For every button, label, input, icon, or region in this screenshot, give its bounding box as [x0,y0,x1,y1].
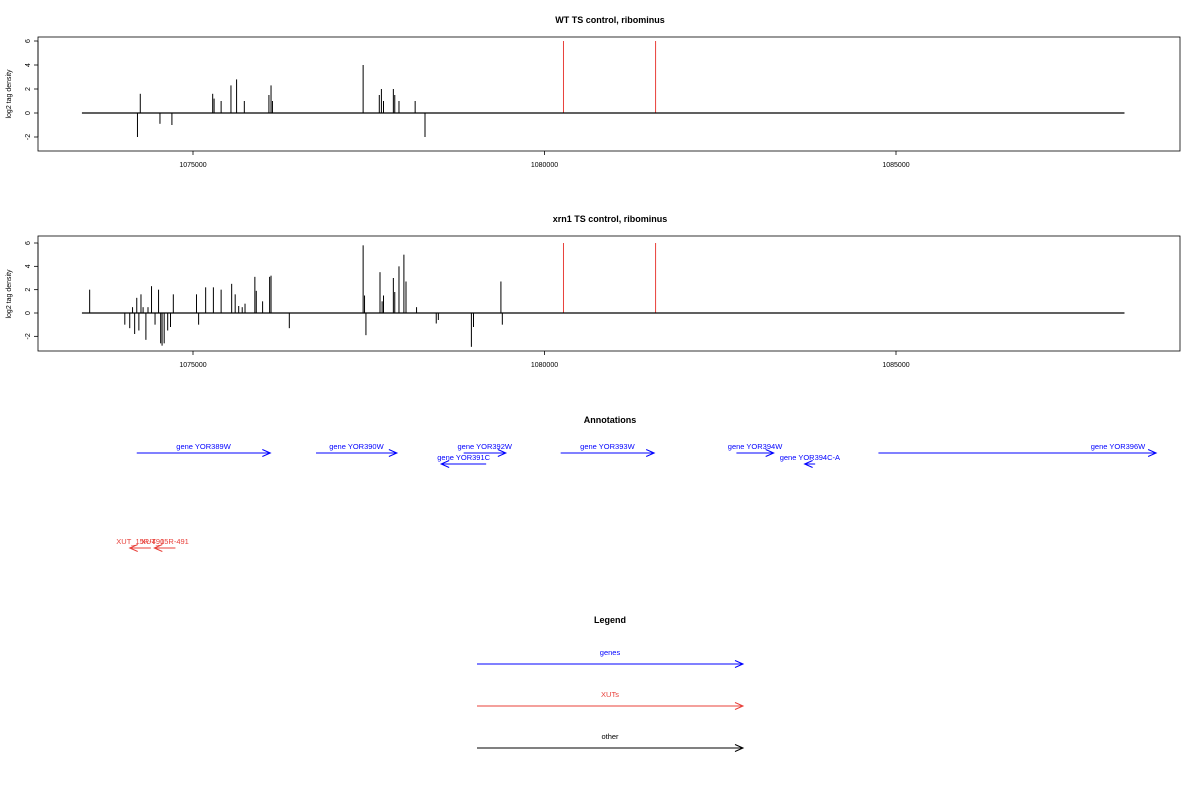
arrow-head [734,744,745,752]
arrow-head [439,460,450,468]
annotations-title: Annotations [584,415,637,425]
feature-label: gene YOR396W [1091,442,1146,451]
feature-label: gene YOR392W [458,442,513,451]
y-tick-label: 4 [25,63,32,67]
annotation-feature: gene YOR394W [728,442,783,457]
x-tick-label: 1075000 [179,162,206,169]
arrow-head [128,544,138,552]
panel-title-xrn1: xrn1 TS control, ribominus [553,214,668,224]
density-bars-xrn1 [81,243,1125,347]
y-tick-label: 0 [25,111,32,115]
density-bars-wt [81,41,1125,137]
annotation-feature: XUT_15R-491 [141,537,189,552]
legend-items: genes XUTs other [477,648,745,752]
annotation-feature: gene YOR396W [878,442,1158,457]
x-axis-wt: 1075000 1080000 1085000 [179,151,910,169]
y-tick-label: 2 [25,288,32,292]
legend-item: XUTs [477,690,745,710]
annotation-feature: gene YOR390W [316,442,399,457]
legend-item-label: XUTs [601,690,619,699]
y-axis-wt: -2 0 2 4 6 [25,39,39,140]
arrow-head [645,449,656,457]
y-tick-label: 0 [25,311,32,315]
y-axis-label-wt: log2 tag density [6,69,13,119]
annotation-feature: XUT_15R-490 [116,537,164,552]
arrow-head [153,544,163,552]
feature-label: gene YOR390W [329,442,384,451]
annotation-features: gene YOR389W gene YOR390W gene YOR392W gene… [116,442,1158,552]
track-panel-wt: WT TS control, ribominus log2 tag densit… [6,15,1181,169]
y-tick-label: -2 [25,333,32,339]
legend-item: genes [477,648,745,668]
feature-label: gene YOR391C [437,453,490,462]
arrow-head [497,449,508,457]
legend: Legend genes XUTs other [477,615,745,752]
legend-item: other [477,732,745,752]
y-tick-label: 6 [25,39,32,43]
arrow-head [803,460,813,468]
arrow-head [734,702,745,710]
y-axis-xrn1: -2 0 2 4 6 [25,241,39,339]
feature-label: gene YOR389W [176,442,231,451]
feature-label: gene YOR394C-A [780,453,840,462]
y-tick-label: 2 [25,87,32,91]
legend-title: Legend [594,615,626,625]
arrow-head [1147,449,1158,457]
y-tick-label: 4 [25,264,32,268]
feature-label: gene YOR394W [728,442,783,451]
x-tick-label: 1085000 [882,162,909,169]
x-tick-label: 1075000 [179,362,206,369]
y-tick-label: -2 [25,134,32,140]
x-axis-xrn1: 1075000 1080000 1085000 [179,351,910,369]
annotation-feature: gene YOR389W [136,442,272,457]
track-panel-xrn1: xrn1 TS control, ribominus log2 tag dens… [6,214,1181,369]
panel-title-wt: WT TS control, ribominus [555,15,665,25]
annotation-feature: gene YOR393W [560,442,656,457]
x-tick-label: 1080000 [531,162,558,169]
feature-label: XUT_15R-491 [141,537,189,546]
y-axis-label-xrn1: log2 tag density [6,269,13,319]
arrow-head [734,660,745,668]
legend-item-label: other [601,732,619,741]
legend-item-label: genes [600,648,621,657]
feature-label: gene YOR393W [580,442,635,451]
arrow-head [765,449,775,457]
y-tick-label: 6 [25,241,32,245]
annotation-feature: gene YOR392W [458,442,513,457]
arrow-head [388,449,399,457]
annotations-track: Annotations gene YOR389W gene YOR390W gene… [116,415,1158,552]
x-tick-label: 1085000 [882,362,909,369]
x-tick-label: 1080000 [531,362,558,369]
feature-label: XUT_15R-490 [116,537,164,546]
annotation-feature: gene YOR394C-A [780,453,840,468]
annotation-feature: gene YOR391C [437,453,491,468]
arrow-head [262,449,272,457]
plot-frame-wt [37,36,1181,152]
plot-frame-xrn1 [37,235,1181,352]
